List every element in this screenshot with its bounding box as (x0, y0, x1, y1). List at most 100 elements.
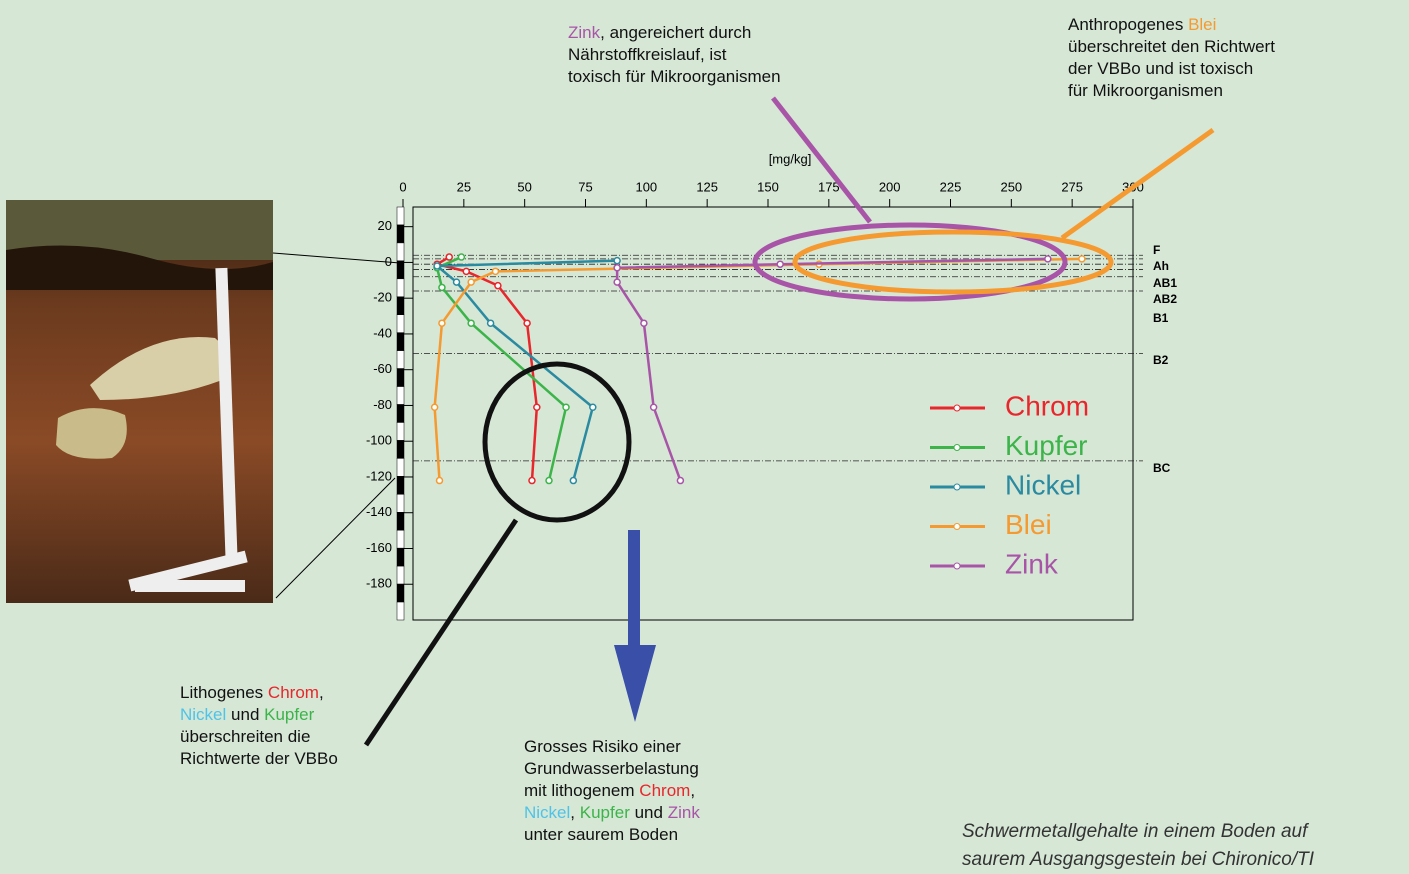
depth-ruler (397, 458, 404, 476)
y-tick-label: -100 (366, 433, 392, 448)
depth-ruler (397, 566, 404, 584)
legend-label: Zink (1005, 548, 1059, 579)
y-tick-label: 0 (385, 254, 392, 269)
legend-swatch (954, 484, 960, 490)
depth-ruler (397, 440, 404, 458)
data-point (641, 320, 647, 326)
data-point (614, 265, 620, 271)
depth-ruler (397, 602, 404, 620)
depth-ruler (397, 530, 404, 548)
y-tick-label: -20 (373, 290, 392, 305)
data-point (458, 254, 464, 260)
text: toxisch für Mikroorganismen (568, 67, 781, 86)
legend-swatch (954, 563, 960, 569)
data-point (529, 478, 535, 484)
depth-ruler (397, 476, 404, 494)
text: für Mikroorganismen (1068, 81, 1223, 100)
data-point (1045, 256, 1051, 262)
annotation: Grosses Risiko einer Grundwasserbelastun… (524, 736, 700, 846)
data-point (570, 478, 576, 484)
page: {"chart_data": {"type": "line", "x_label… (0, 0, 1409, 861)
text: , angereichert durch (600, 23, 751, 42)
text: und (635, 803, 663, 822)
text: , (570, 803, 575, 822)
data-point (546, 478, 552, 484)
text: der VBBo und ist toxisch (1068, 59, 1253, 78)
text: Zink (668, 803, 700, 822)
legend-label: Chrom (1005, 390, 1089, 421)
text: Grosses Risiko einer (524, 737, 681, 756)
y-tick-label: -80 (373, 397, 392, 412)
data-point (495, 283, 501, 289)
text: überschreiten die (180, 727, 310, 746)
data-point (468, 279, 474, 285)
text: Chrom (268, 683, 319, 702)
data-point (614, 279, 620, 285)
text: , (690, 781, 695, 800)
text: , (319, 683, 324, 702)
y-tick-label: -160 (366, 540, 392, 555)
depth-ruler (397, 584, 404, 602)
legend-swatch (954, 445, 960, 451)
text: und (231, 705, 259, 724)
horizon-label: AB2 (1153, 292, 1177, 306)
y-tick-label: -180 (366, 576, 392, 591)
caption-line: Schwermetallgehalte in einem Boden auf (962, 821, 1307, 842)
text: mit lithogenem (524, 781, 635, 800)
text: Grundwasserbelastung (524, 759, 699, 778)
data-point (1079, 256, 1085, 262)
depth-ruler (397, 333, 404, 351)
x-tick-label: 25 (457, 179, 471, 194)
legend-label: Kupfer (1005, 430, 1088, 461)
depth-ruler (397, 315, 404, 333)
x-tick-label: 275 (1061, 179, 1083, 194)
x-tick-label: 125 (696, 179, 718, 194)
depth-ruler (397, 369, 404, 387)
data-point (468, 320, 474, 326)
data-point (492, 268, 498, 274)
depth-ruler (397, 548, 404, 566)
x-tick-label: 150 (757, 179, 779, 194)
legend-label: Blei (1005, 509, 1052, 540)
y-tick-label: -60 (373, 361, 392, 376)
data-point (677, 478, 683, 484)
x-tick-label: 225 (940, 179, 962, 194)
x-tick-label: 50 (517, 179, 531, 194)
x-tick-label: 75 (578, 179, 592, 194)
y-tick-label: -140 (366, 504, 392, 519)
x-tick-label: 100 (635, 179, 657, 194)
text: Nährstoffkreislauf, ist (568, 45, 726, 64)
data-point (524, 320, 530, 326)
annotation: Zink, angereichert durch Nährstoffkreisl… (568, 22, 781, 88)
soil-photo (6, 200, 273, 603)
text: Chrom (639, 781, 690, 800)
text: Zink (568, 23, 600, 42)
x-tick-label: 0 (399, 179, 406, 194)
depth-ruler (397, 279, 404, 297)
callout-line (1062, 130, 1213, 238)
horizon-label: F (1153, 243, 1160, 257)
legend-label: Nickel (1005, 469, 1081, 500)
arrow (614, 530, 656, 722)
annotation: Anthropogenes Blei überschreitet den Ric… (1068, 14, 1275, 102)
depth-ruler (397, 512, 404, 530)
horizon-label: B2 (1153, 353, 1169, 367)
depth-ruler (397, 351, 404, 369)
data-point (777, 261, 783, 267)
connector (273, 253, 400, 263)
x-axis-label: [mg/kg] (769, 151, 812, 166)
text: Kupfer (264, 705, 314, 724)
depth-ruler (397, 207, 404, 225)
text: unter saurem Boden (524, 825, 678, 844)
horizon-label: Ah (1153, 259, 1169, 273)
depth-ruler (397, 297, 404, 315)
depth-ruler (397, 225, 404, 243)
y-tick-label: -40 (373, 325, 392, 340)
horizon-label: BC (1153, 461, 1171, 475)
x-tick-label: 200 (879, 179, 901, 194)
horizon-label: AB1 (1153, 276, 1177, 290)
x-tick-label: 250 (1000, 179, 1022, 194)
horizon-label: B1 (1153, 311, 1169, 325)
annotation: Lithogenes Chrom, Nickel und Kupfer über… (180, 682, 338, 770)
depth-ruler (397, 405, 404, 423)
